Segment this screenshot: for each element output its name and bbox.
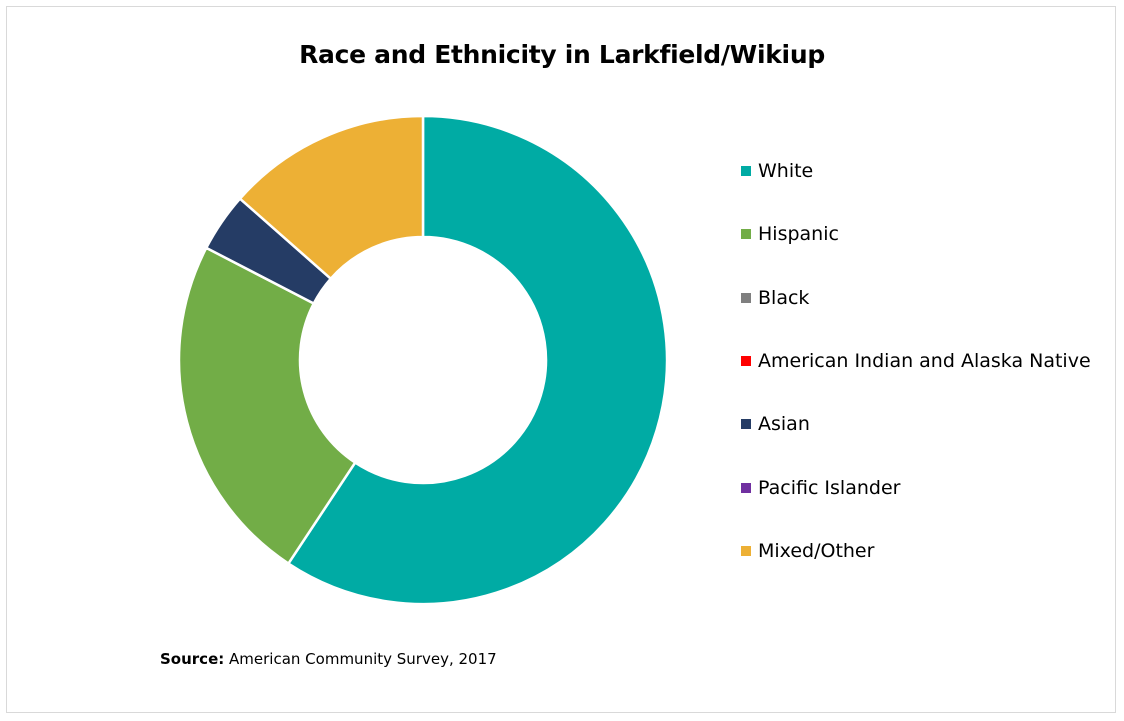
- legend-swatch: [741, 545, 751, 556]
- legend-swatch: [741, 419, 751, 430]
- legend-label: Hispanic: [758, 223, 839, 246]
- source-text: American Community Survey, 2017: [229, 650, 497, 668]
- legend-swatch: [741, 355, 751, 366]
- legend-label: Pacific Islander: [758, 476, 901, 499]
- legend-item-mixed-other: Mixed/Other: [741, 536, 874, 566]
- legend-item-black: Black: [741, 283, 809, 313]
- source-note: Source: American Community Survey, 2017: [160, 650, 497, 668]
- legend-label: American Indian and Alaska Native: [758, 349, 1091, 372]
- donut-slice-white: [286, 114, 669, 606]
- legend-item-pacific-islander: Pacific Islander: [741, 473, 900, 503]
- donut-slice-mixed-other: [238, 114, 425, 281]
- legend-item-white: White: [741, 156, 813, 186]
- legend-swatch: [741, 292, 751, 303]
- chart-title: Race and Ethnicity in Larkfield/Wikiup: [299, 40, 825, 69]
- legend-item-american-indian-and-alaska-native: American Indian and Alaska Native: [741, 346, 1091, 376]
- legend-item-hispanic: Hispanic: [741, 219, 839, 249]
- legend-swatch: [741, 229, 751, 240]
- legend-swatch: [741, 166, 751, 176]
- legend-swatch: [741, 482, 751, 493]
- legend-label: Mixed/Other: [758, 539, 875, 562]
- donut-slice-hispanic: [177, 246, 357, 566]
- legend-label: Asian: [758, 413, 810, 436]
- legend-label: White: [758, 160, 814, 182]
- legend-label: Black: [758, 286, 810, 309]
- source-label: Source:: [160, 650, 225, 668]
- legend-item-asian: Asian: [741, 409, 810, 439]
